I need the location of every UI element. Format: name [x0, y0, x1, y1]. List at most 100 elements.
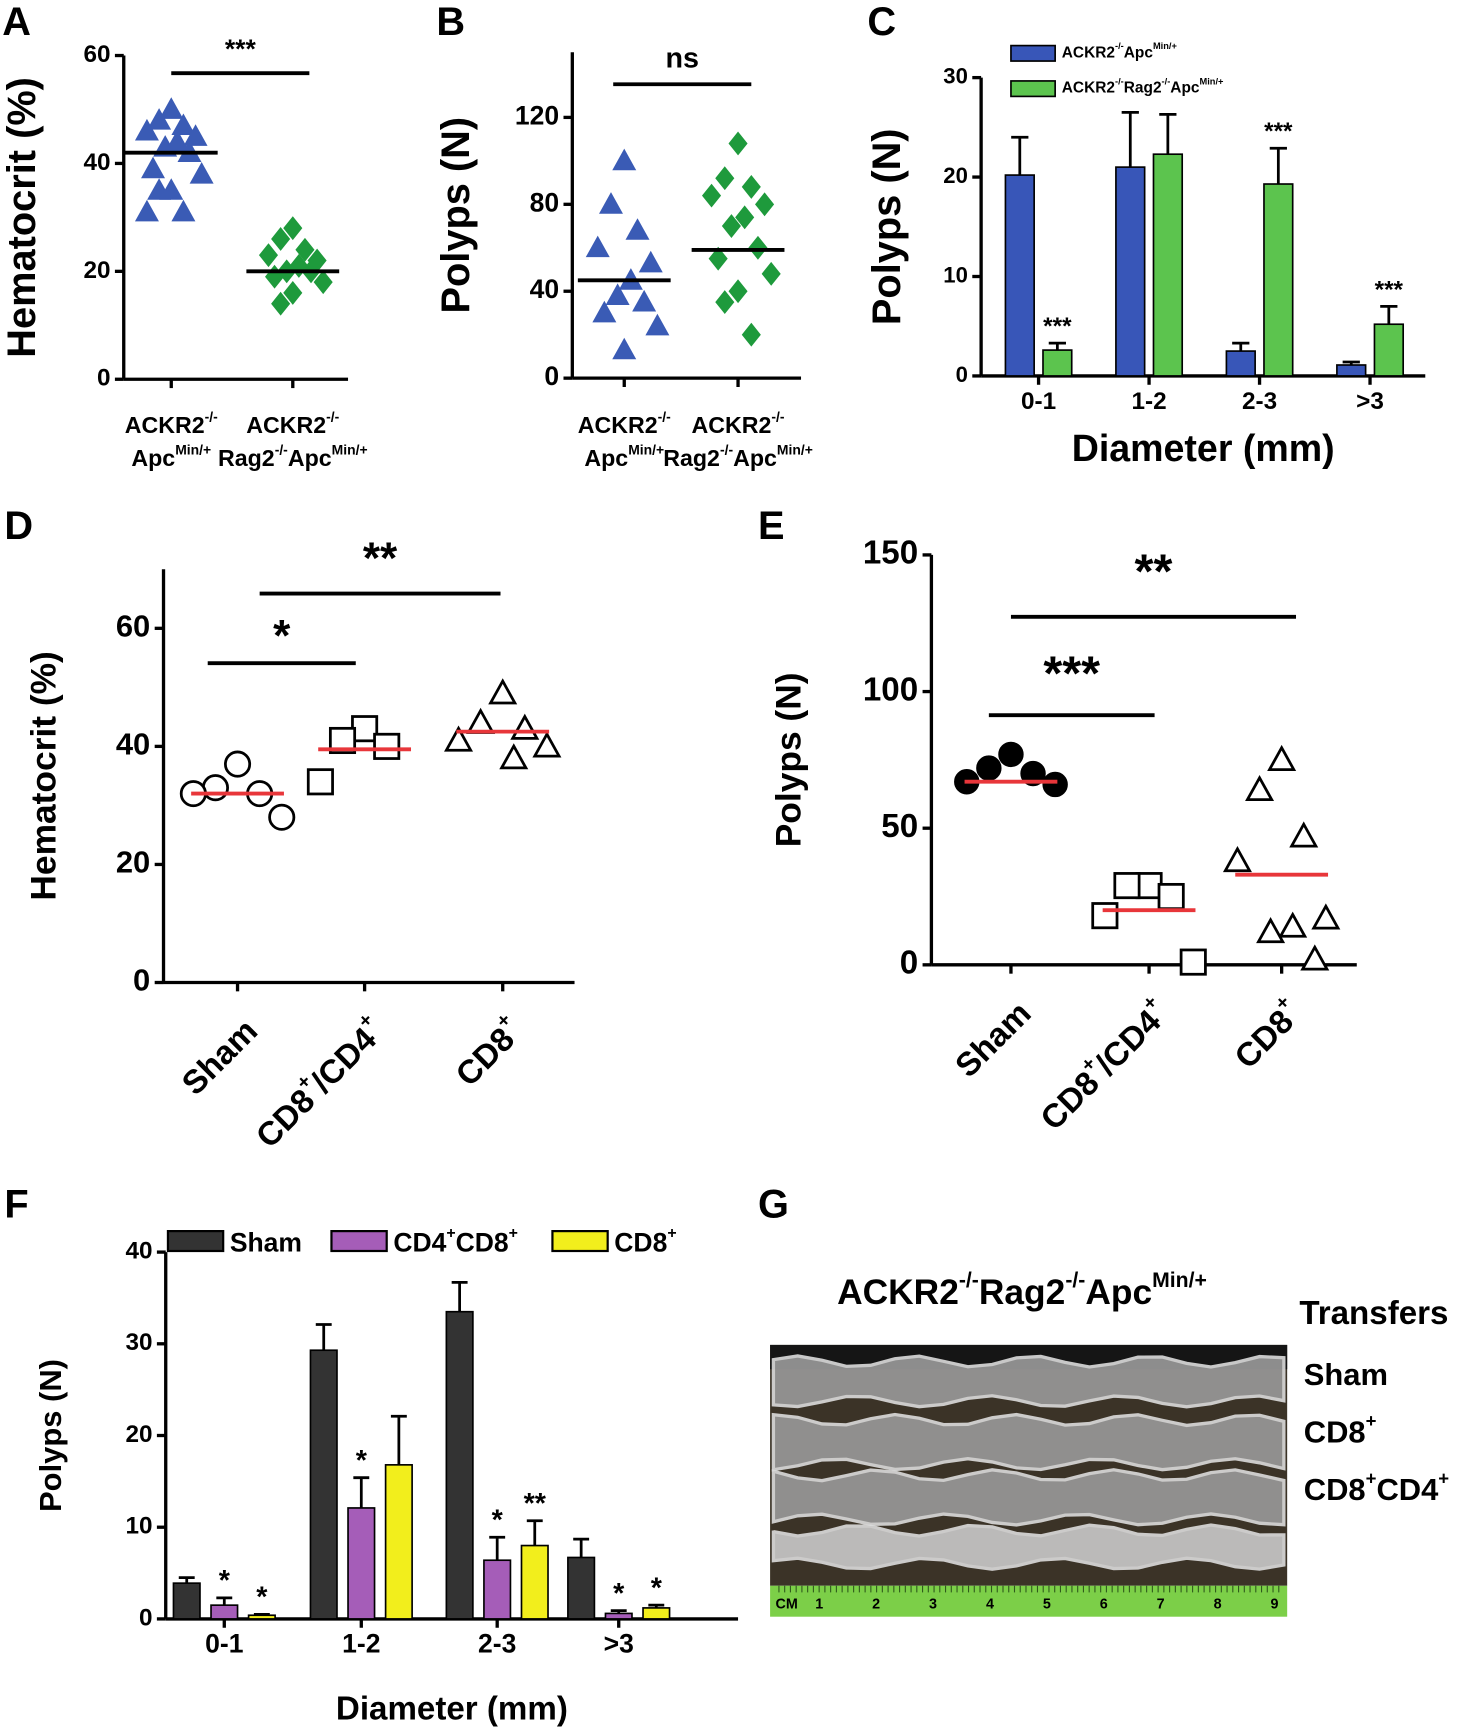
row-label: CD8+: [1304, 1410, 1377, 1450]
superscript: -/-: [959, 1269, 979, 1292]
category-label: Sham: [175, 1012, 265, 1102]
significance-label: ***: [1043, 313, 1072, 340]
data-point: [373, 732, 401, 760]
text-part: Sham: [230, 1227, 302, 1257]
category-label: Sham: [948, 995, 1038, 1085]
superscript: +: [1366, 1410, 1377, 1431]
text-part: ACKR2: [692, 412, 772, 438]
superscript: -/-: [326, 408, 339, 424]
data-point: [258, 243, 279, 268]
category-label: CD8+/CD4+: [246, 1009, 392, 1155]
data-point: [976, 755, 1002, 781]
text-part: Sham: [175, 1012, 265, 1102]
data-point: [741, 322, 761, 347]
panel-letter: B: [436, 0, 465, 44]
data-point: [306, 768, 334, 796]
ruler-label: 3: [929, 1596, 937, 1612]
bar: [210, 1604, 239, 1620]
y-tick-label: 10: [943, 262, 968, 287]
data-point: [592, 300, 617, 323]
data-point: [701, 183, 722, 208]
y-tick-label: 20: [943, 163, 968, 188]
panel-letter: D: [4, 504, 33, 548]
significance-label: *: [219, 1565, 231, 1597]
legend-swatch: [330, 1230, 388, 1253]
significance-label: *: [273, 612, 291, 661]
image-title: ACKR2-/-Rag2-/-ApcMin/+: [837, 1269, 1207, 1313]
y-tick-label: 40: [125, 1238, 152, 1265]
y-tick-label: 30: [943, 63, 968, 88]
bar: [247, 1614, 276, 1620]
y-axis-label: Hematocrit (%): [0, 77, 44, 358]
intestine-strip: [771, 1354, 1286, 1409]
significance-label: ***: [1043, 646, 1100, 700]
data-point: [1245, 774, 1275, 802]
data-point: [134, 118, 159, 141]
data-point: [466, 707, 496, 734]
x-axis-label: Diameter (mm): [1072, 427, 1335, 469]
ruler-label: 1: [815, 1596, 823, 1612]
data-point: [728, 131, 748, 156]
text-part: Apc: [131, 445, 175, 471]
data-point: [715, 166, 735, 191]
bar: [1115, 166, 1146, 377]
bar: [172, 1582, 201, 1620]
data-point: [1278, 911, 1308, 938]
data-point: [295, 237, 315, 262]
ruler-label: 6: [1100, 1596, 1108, 1612]
superscript: -/-: [1162, 77, 1171, 87]
intestine-strip: [771, 1523, 1286, 1571]
text-part: CD8: [1304, 1415, 1366, 1450]
superscript: Min/+: [777, 441, 813, 457]
superscript: -/-: [275, 441, 288, 457]
y-tick-label: 0: [139, 1604, 153, 1631]
data-point: [183, 124, 208, 146]
bar: [604, 1612, 633, 1620]
bar: [567, 1556, 596, 1620]
legend-swatch: [551, 1230, 609, 1253]
significance-label: *: [613, 1578, 625, 1610]
y-tick-label: 40: [83, 149, 110, 176]
legend-label: CD4+CD8+: [393, 1225, 518, 1257]
text-part: CD8: [249, 1082, 322, 1155]
data-point: [612, 148, 637, 171]
y-axis-label: Polyps (N): [769, 672, 808, 847]
bar: [309, 1349, 338, 1620]
x-tick-label: >3: [1356, 388, 1384, 415]
significance-label: *: [356, 1445, 368, 1477]
data-point: [599, 192, 623, 214]
data-point: [271, 227, 291, 251]
intestine-strip: [771, 1468, 1286, 1527]
data-point: [271, 291, 291, 316]
y-tick-label: 50: [881, 808, 918, 845]
text-part: Rag2: [663, 445, 720, 471]
data-point: [1113, 872, 1141, 900]
data-point: [741, 174, 761, 199]
y-tick-label: 20: [83, 257, 110, 284]
superscript: +: [1366, 1467, 1377, 1488]
row-label: CD8+CD4+: [1304, 1467, 1450, 1507]
x-tick-label: 1-2: [342, 1628, 380, 1658]
data-point: [147, 108, 172, 130]
category-label: CD8+: [1224, 991, 1309, 1076]
superscript: Min/+: [1152, 1269, 1207, 1292]
data-point: [645, 313, 670, 336]
superscript: -/-: [658, 408, 671, 424]
data-point: [748, 235, 768, 260]
y-tick-label: 0: [544, 361, 559, 391]
data-point: [268, 803, 296, 831]
y-axis-label: Polyps (N): [434, 117, 478, 314]
text-part: CD8: [456, 1227, 509, 1257]
ruler-label: 8: [1214, 1596, 1222, 1612]
x-tick-label: 1-2: [1132, 388, 1167, 415]
legend-swatch: [1010, 44, 1056, 62]
y-tick-label: 40: [116, 727, 150, 762]
x-tick-label: 2-3: [1242, 388, 1277, 415]
panel-letter: F: [4, 1182, 28, 1226]
text-part: ACKR2: [1062, 80, 1115, 97]
data-point: [488, 678, 518, 705]
data-point: [625, 218, 650, 240]
y-tick-label: 40: [530, 274, 559, 304]
data-point: [201, 774, 229, 802]
